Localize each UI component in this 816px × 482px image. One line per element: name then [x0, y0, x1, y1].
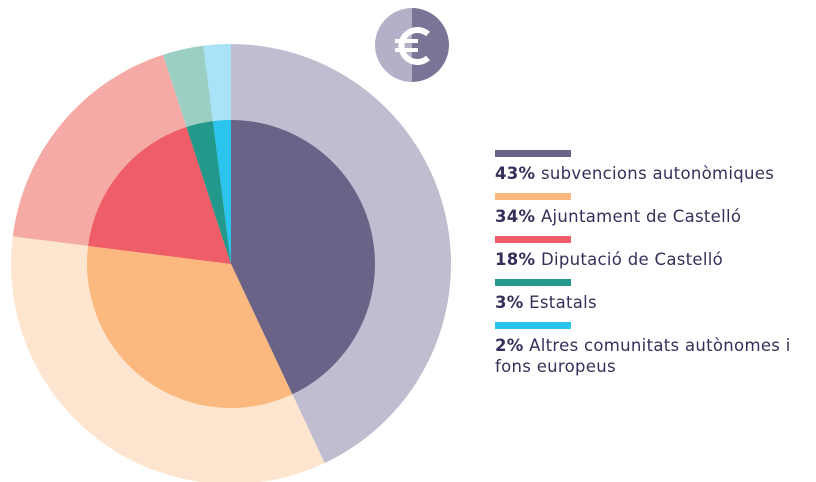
legend-text: 2% Altres comunitats autònomes i fons eu…: [495, 335, 815, 377]
legend-value: 3%: [495, 293, 524, 312]
legend-value: 2%: [495, 336, 524, 355]
inner-slice: [212, 120, 231, 264]
inner-slice: [88, 127, 231, 265]
legend-text: 43% subvencions autonòmiques: [495, 163, 815, 184]
legend-label: Diputació de Castelló: [540, 250, 724, 269]
legend-entry: 18% Diputació de Castelló: [495, 236, 815, 270]
legend-text: 3% Estatals: [495, 292, 815, 313]
inner-slice: [87, 245, 293, 408]
legend-swatch: [495, 279, 571, 286]
legend-label: Altres comunitats autònomes i fons europ…: [495, 336, 791, 376]
legend-entry: 3% Estatals: [495, 279, 815, 313]
legend-swatch: [495, 150, 571, 157]
legend-swatch: [495, 193, 571, 200]
legend-label: Estatals: [529, 293, 597, 312]
inner-slice: [231, 120, 376, 395]
legend-text: 18% Diputació de Castelló: [495, 249, 815, 270]
legend-swatch: [495, 236, 571, 243]
inner-slice: [186, 121, 231, 264]
legend-label: Ajuntament de Castelló: [540, 207, 742, 226]
legend-value: 43%: [495, 164, 536, 183]
legend-entry: 34% Ajuntament de Castelló: [495, 193, 815, 227]
legend-entry: 43% subvencions autonòmiques: [495, 150, 815, 184]
legend: 43% subvencions autonòmiques 34% Ajuntame…: [495, 150, 815, 386]
legend-value: 18%: [495, 250, 536, 269]
legend-label: subvencions autonòmiques: [540, 164, 775, 183]
legend-entry: 2% Altres comunitats autònomes i fons eu…: [495, 322, 815, 377]
legend-value: 34%: [495, 207, 536, 226]
legend-swatch: [495, 322, 571, 329]
euro-icon: [375, 8, 449, 82]
legend-text: 34% Ajuntament de Castelló: [495, 206, 815, 227]
